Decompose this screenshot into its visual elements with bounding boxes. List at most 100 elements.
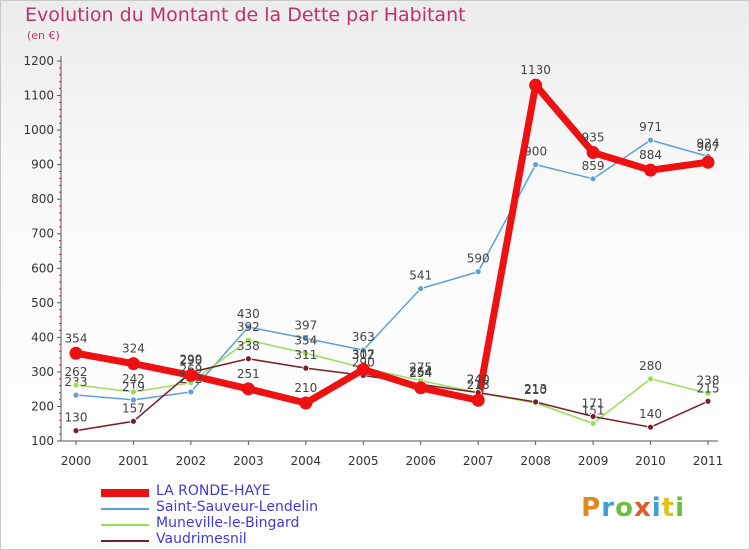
data-label: 924 bbox=[697, 136, 720, 150]
data-label: 242 bbox=[122, 372, 145, 386]
x-tick-label: 2000 bbox=[61, 454, 92, 468]
data-label: 171 bbox=[582, 396, 605, 410]
y-tick-label: 300 bbox=[31, 365, 54, 379]
data-label: 397 bbox=[294, 318, 317, 332]
series-line bbox=[75, 339, 709, 425]
legend-label: Vaudrimesnil bbox=[156, 531, 247, 547]
data-point bbox=[130, 417, 137, 425]
y-tick-label: 100 bbox=[31, 434, 54, 448]
y-tick-label: 200 bbox=[31, 399, 54, 413]
data-point bbox=[589, 175, 597, 183]
data-point bbox=[704, 397, 712, 405]
data-label: 884 bbox=[639, 148, 662, 162]
x-tick-label: 2004 bbox=[291, 454, 322, 468]
legend-swatch bbox=[101, 508, 149, 510]
data-point bbox=[532, 161, 540, 169]
data-point bbox=[302, 349, 310, 357]
data-point bbox=[586, 146, 600, 160]
series-line bbox=[75, 81, 709, 407]
data-label: 907 bbox=[697, 140, 720, 154]
x-tick-label: 2009 bbox=[578, 454, 609, 468]
data-point bbox=[471, 393, 485, 407]
data-label: 275 bbox=[409, 361, 432, 375]
data-point bbox=[414, 381, 428, 395]
data-label: 311 bbox=[294, 348, 317, 362]
legend-swatch bbox=[101, 540, 149, 542]
data-label: 240 bbox=[467, 373, 490, 387]
data-label: 151 bbox=[582, 403, 605, 417]
legend-label: Saint-Sauveur-Lendelin bbox=[156, 499, 318, 515]
chart-unit-subtitle: (en €) bbox=[27, 29, 60, 42]
data-point bbox=[647, 136, 654, 144]
data-point bbox=[704, 389, 712, 397]
data-label: 130 bbox=[65, 411, 88, 425]
chart-title: Evolution du Montant de la Dette par Hab… bbox=[25, 4, 466, 26]
data-point bbox=[72, 391, 80, 399]
data-point bbox=[302, 334, 310, 342]
data-point bbox=[474, 268, 482, 276]
data-point bbox=[302, 364, 310, 372]
legend-swatch bbox=[101, 524, 149, 526]
y-tick-label: 800 bbox=[31, 192, 54, 206]
y-tick-label: 1100 bbox=[23, 89, 54, 103]
data-point bbox=[647, 423, 654, 431]
data-point bbox=[244, 355, 252, 363]
data-point bbox=[356, 362, 370, 376]
data-point bbox=[529, 78, 543, 92]
y-tick-label: 400 bbox=[31, 330, 54, 344]
legend-swatch bbox=[101, 489, 149, 497]
y-tick-label: 1200 bbox=[23, 54, 54, 68]
data-label: 157 bbox=[122, 401, 145, 415]
data-point bbox=[647, 375, 654, 383]
x-tick-label: 2008 bbox=[520, 454, 551, 468]
data-point bbox=[359, 346, 367, 354]
data-point bbox=[589, 419, 597, 427]
data-point bbox=[299, 396, 313, 410]
data-label: 240 bbox=[467, 373, 490, 387]
data-label: 354 bbox=[65, 331, 88, 345]
data-point bbox=[241, 382, 255, 396]
data-label: 213 bbox=[524, 382, 547, 396]
x-tick-label: 2006 bbox=[405, 454, 436, 468]
data-label: 307 bbox=[352, 347, 375, 361]
data-label: 280 bbox=[639, 359, 662, 373]
data-label: 430 bbox=[237, 307, 260, 321]
data-point bbox=[244, 323, 252, 331]
data-point bbox=[69, 346, 83, 360]
data-label: 338 bbox=[237, 339, 260, 353]
y-tick-label: 500 bbox=[31, 296, 54, 310]
data-label: 299 bbox=[179, 352, 202, 366]
data-label: 324 bbox=[122, 342, 145, 356]
data-label: 312 bbox=[352, 348, 375, 362]
data-label: 215 bbox=[697, 381, 720, 395]
data-label: 251 bbox=[237, 367, 260, 381]
data-label: 254 bbox=[409, 366, 432, 380]
x-tick-label: 2005 bbox=[348, 454, 379, 468]
data-point bbox=[184, 368, 198, 382]
data-point bbox=[187, 388, 195, 396]
data-label: 219 bbox=[122, 380, 145, 394]
legend-label: LA RONDE-HAYE bbox=[156, 483, 271, 499]
data-label: 210 bbox=[524, 383, 547, 397]
data-label: 935 bbox=[582, 131, 605, 145]
x-tick-label: 2001 bbox=[118, 454, 149, 468]
data-point bbox=[126, 357, 140, 371]
x-tick-label: 2011 bbox=[693, 454, 724, 468]
data-label: 262 bbox=[65, 365, 88, 379]
data-label: 264 bbox=[409, 364, 432, 378]
data-label: 1130 bbox=[520, 63, 551, 77]
data-label: 238 bbox=[697, 373, 720, 387]
y-tick-label: 600 bbox=[31, 261, 54, 275]
data-point bbox=[130, 396, 137, 404]
data-point bbox=[532, 398, 540, 406]
x-tick-label: 2007 bbox=[463, 454, 494, 468]
data-label: 900 bbox=[524, 145, 547, 159]
data-label: 140 bbox=[639, 407, 662, 421]
data-label: 363 bbox=[352, 330, 375, 344]
data-label: 971 bbox=[639, 120, 662, 134]
x-tick-label: 2010 bbox=[635, 454, 666, 468]
data-label: 290 bbox=[179, 353, 202, 367]
data-label: 541 bbox=[409, 269, 432, 283]
data-label: 290 bbox=[352, 355, 375, 369]
